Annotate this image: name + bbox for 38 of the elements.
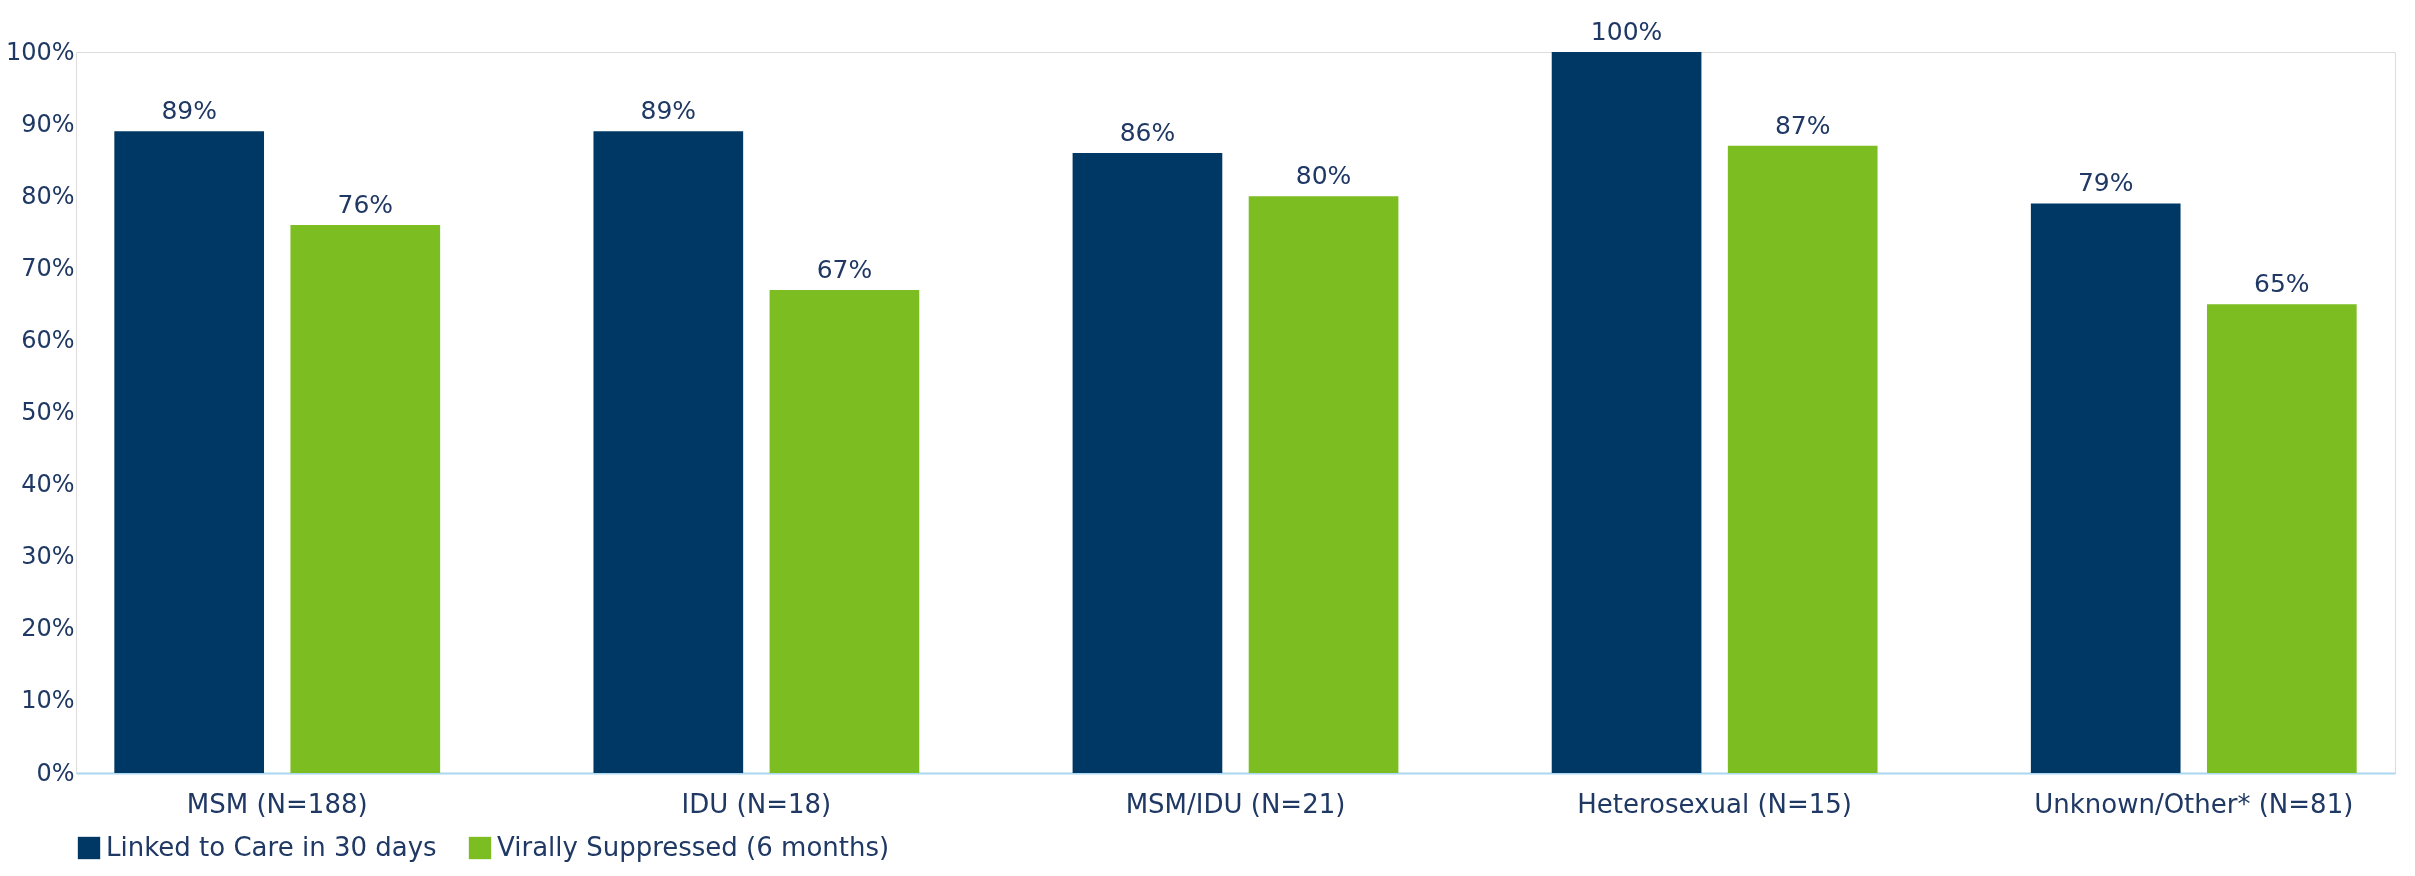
x-tick-label: Unknown/Other* (N=81): [2034, 788, 2354, 819]
y-tick-label: 80%: [21, 181, 75, 210]
bar: [290, 225, 441, 773]
y-tick-label: 90%: [21, 109, 75, 138]
x-tick-label: MSM/IDU (N=21): [1125, 788, 1346, 819]
data-label: 80%: [1295, 161, 1352, 191]
x-tick-label: Heterosexual (N=15): [1577, 788, 1853, 819]
data-label: 87%: [1774, 110, 1831, 140]
bar: [769, 289, 920, 773]
y-tick-label: 30%: [21, 542, 75, 571]
data-label: 86%: [1119, 117, 1176, 147]
data-label: 76%: [337, 190, 394, 220]
data-label: 89%: [640, 96, 697, 126]
bar: [2206, 304, 2357, 773]
bar: [1551, 52, 1702, 773]
y-tick-label: 20%: [21, 614, 75, 643]
y-tick-label: 50%: [21, 398, 75, 426]
bar: [114, 131, 265, 773]
y-tick-label: 0%: [36, 758, 75, 787]
bar: [2030, 203, 2181, 773]
data-label: 65%: [2254, 269, 2310, 299]
y-tick-label: 60%: [21, 325, 75, 354]
bar: [1727, 145, 1878, 773]
y-tick-label: 10%: [21, 686, 75, 715]
data-label: 67%: [816, 254, 873, 284]
bar: [1248, 196, 1399, 773]
bar: [593, 131, 744, 773]
data-label: 89%: [161, 96, 217, 126]
y-tick-label: 40%: [21, 470, 75, 499]
x-tick-label: MSM (N=188): [186, 788, 368, 819]
y-tick-label: 100%: [5, 37, 75, 66]
bar: [1072, 152, 1223, 773]
legend-label: Virally Suppressed (6 months): [497, 832, 890, 862]
legend-label: Linked to Care in 30 days: [106, 832, 437, 862]
data-label: 100%: [1590, 17, 1663, 46]
x-tick-label: IDU (N=18): [681, 788, 832, 819]
y-tick-label: 70%: [21, 253, 75, 282]
data-label: 79%: [2077, 168, 2134, 198]
